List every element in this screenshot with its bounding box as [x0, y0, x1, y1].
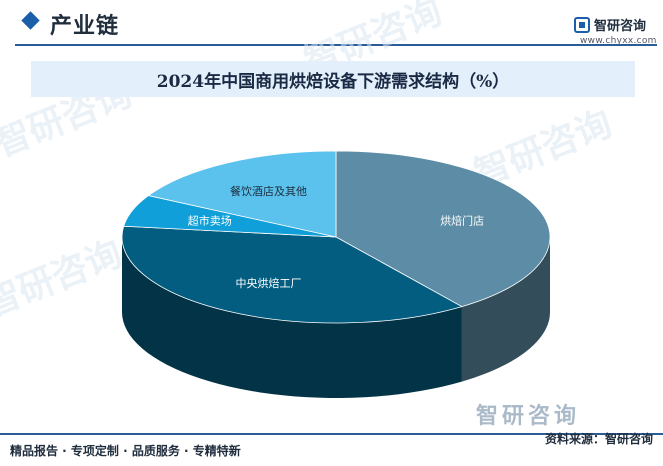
- pie-side-1: [122, 237, 462, 398]
- header-divider: [15, 44, 657, 46]
- site-url: www.chyxx.com: [580, 36, 657, 46]
- footer-brand: 智研咨询: [476, 404, 581, 429]
- chart-title-band: 2024年中国商用烘焙设备下游需求结构（%）: [31, 61, 635, 97]
- pie-side-0: [461, 237, 550, 382]
- data-source: 资料来源：智研咨询: [544, 432, 653, 446]
- pie-slice-0: [335, 150, 551, 308]
- brand-logo: 智研咨询: [574, 15, 646, 34]
- footer-divider: [0, 433, 663, 435]
- chart-title: 2024年中国商用烘焙设备下游需求结构（%）: [156, 71, 510, 92]
- section-title: 产业链: [50, 14, 120, 39]
- pie-slice-1: [121, 225, 463, 324]
- slice-label-0: 烘焙门店: [440, 214, 484, 228]
- pie-slice-3: [147, 150, 337, 238]
- slice-label-3: 餐饮酒店及其他: [230, 184, 307, 198]
- slice-label-1: 中央烘焙工厂: [236, 276, 302, 290]
- header: 产业链 智研咨询 www.chyxx.com: [0, 0, 663, 52]
- logo-text: 智研咨询: [594, 19, 647, 34]
- logo-icon: [574, 16, 590, 33]
- footer-slogan: 精品报告 · 专项定制 · 品质服务 · 专精特新: [10, 444, 241, 458]
- slice-label-2: 超市卖场: [188, 214, 232, 228]
